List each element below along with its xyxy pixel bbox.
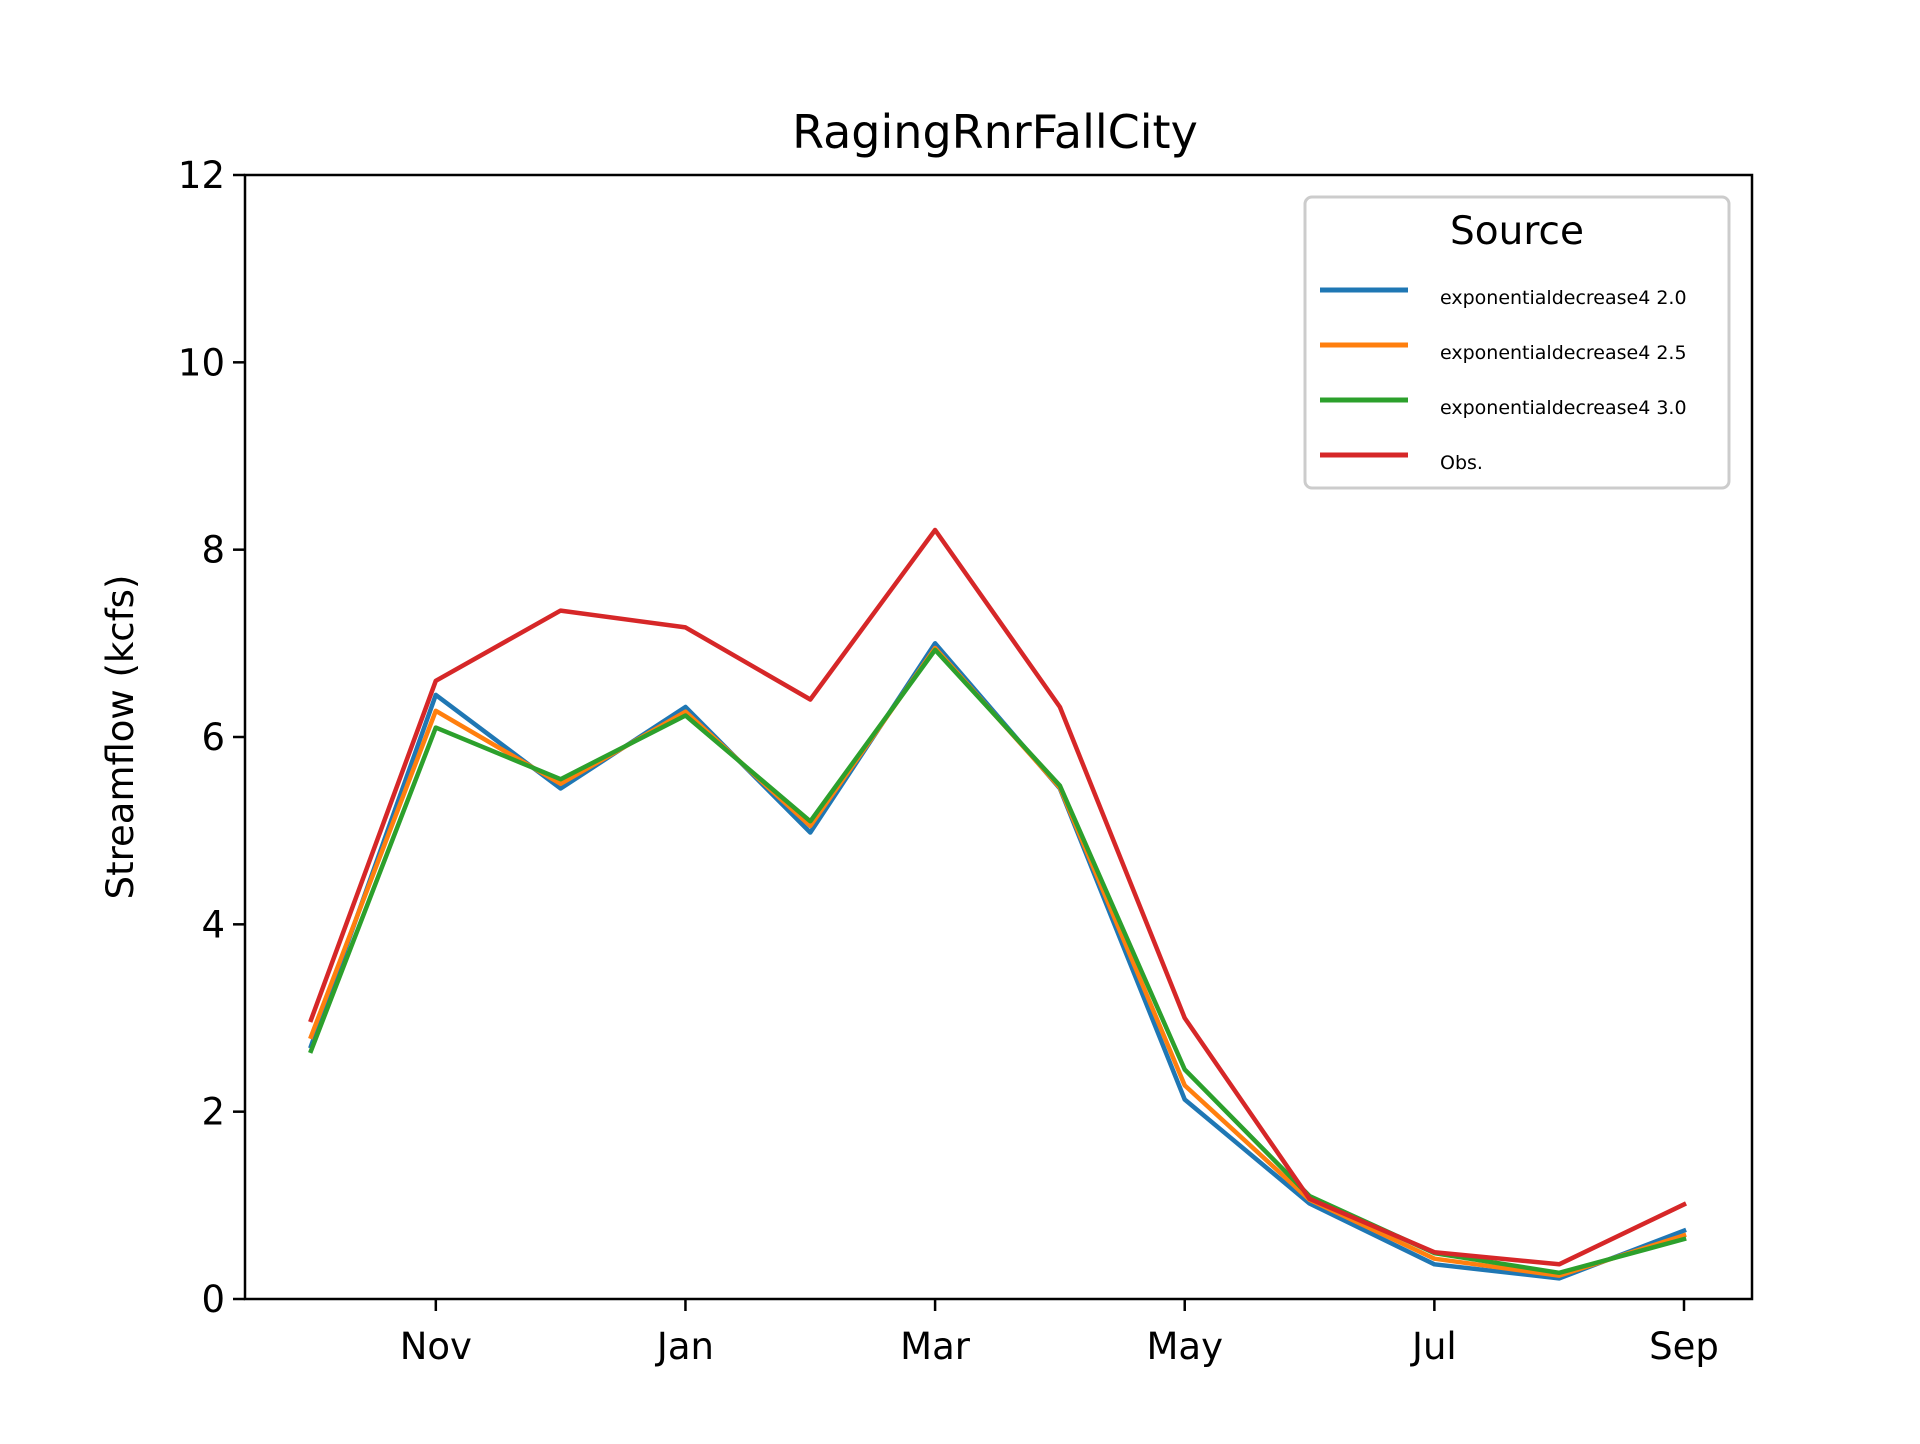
x-tick-label: May	[1146, 1325, 1223, 1368]
y-tick-label: 8	[201, 529, 225, 572]
y-tick-label: 6	[201, 716, 225, 759]
y-tick-label: 10	[178, 341, 225, 384]
legend-label: exponentialdecrease4 2.0	[1440, 287, 1687, 309]
legend: Source exponentialdecrease4 2.0exponenti…	[1303, 195, 1731, 490]
x-tick-label: Jan	[655, 1325, 714, 1368]
x-tick-label: Mar	[900, 1325, 971, 1368]
legend-label: exponentialdecrease4 2.5	[1440, 342, 1687, 364]
x-tick-label: Sep	[1649, 1325, 1719, 1368]
legend-box	[1303, 195, 1731, 490]
y-tick-label: 12	[178, 154, 225, 197]
y-tick-label: 2	[201, 1091, 225, 1134]
chart-title: RagingRnrFallCity	[792, 105, 1198, 159]
legend-items: exponentialdecrease4 2.0 exponentialdecre…	[1320, 287, 1687, 474]
axis-ticks: 0 2 4 6 8 10 12 Nov Jan Mar May Jul Sep	[178, 154, 1719, 1368]
y-tick-label: 0	[201, 1278, 225, 1321]
x-tick-label: Jul	[1410, 1325, 1457, 1368]
plot-frame	[243, 173, 1754, 1301]
series-line-4	[308, 527, 1688, 1267]
legend-label: exponentialdecrease4 3.0	[1440, 397, 1687, 419]
series-lines	[308, 527, 1688, 1281]
legend-title: Source	[1450, 209, 1584, 254]
legend-label: Obs.	[1440, 452, 1483, 474]
y-tick-label: 4	[201, 903, 225, 946]
plot-area: 0 2 4 6 8 10 12 Nov Jan Mar May Jul Sep	[178, 154, 1754, 1368]
x-tick-label: Nov	[400, 1325, 472, 1368]
y-axis-title: Streamflow (kcfs)	[99, 575, 142, 900]
